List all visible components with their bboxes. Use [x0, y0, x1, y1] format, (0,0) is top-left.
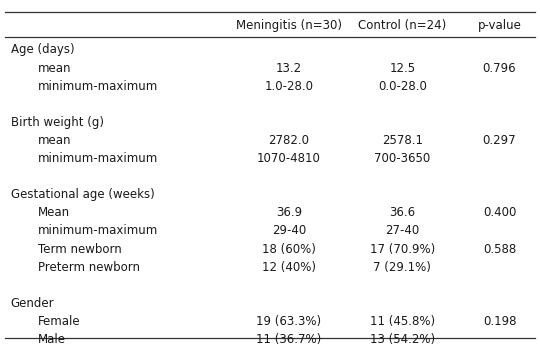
Text: 11 (36.7%): 11 (36.7%) [256, 333, 321, 346]
Text: mean: mean [38, 62, 71, 74]
Text: 7 (29.1%): 7 (29.1%) [373, 261, 431, 274]
Text: 0.0-28.0: 0.0-28.0 [378, 80, 427, 93]
Text: 1070-4810: 1070-4810 [257, 152, 321, 165]
Text: Term newborn: Term newborn [38, 243, 122, 255]
Text: Gestational age (weeks): Gestational age (weeks) [11, 188, 154, 201]
Text: 2578.1: 2578.1 [382, 134, 423, 147]
Text: 2782.0: 2782.0 [268, 134, 309, 147]
Text: Meningitis (n=30): Meningitis (n=30) [236, 19, 342, 32]
Text: 0.400: 0.400 [483, 206, 516, 219]
Text: Female: Female [38, 315, 80, 328]
Text: Control (n=24): Control (n=24) [358, 19, 447, 32]
Text: 29-40: 29-40 [272, 224, 306, 237]
Text: 36.6: 36.6 [389, 206, 415, 219]
Text: Birth weight (g): Birth weight (g) [11, 116, 104, 129]
Text: p-value: p-value [477, 19, 522, 32]
Text: 11 (45.8%): 11 (45.8%) [370, 315, 435, 328]
Text: Male: Male [38, 333, 66, 346]
Text: 700-3650: 700-3650 [374, 152, 430, 165]
Text: 13 (54.2%): 13 (54.2%) [370, 333, 435, 346]
Text: 17 (70.9%): 17 (70.9%) [370, 243, 435, 255]
Text: 27-40: 27-40 [385, 224, 420, 237]
Text: minimum-maximum: minimum-maximum [38, 80, 158, 93]
Text: 0.297: 0.297 [483, 134, 516, 147]
Text: Gender: Gender [11, 297, 55, 310]
Text: 36.9: 36.9 [276, 206, 302, 219]
Text: Mean: Mean [38, 206, 70, 219]
Text: 19 (63.3%): 19 (63.3%) [256, 315, 321, 328]
Text: mean: mean [38, 134, 71, 147]
Text: minimum-maximum: minimum-maximum [38, 152, 158, 165]
Text: Preterm newborn: Preterm newborn [38, 261, 140, 274]
Text: 1.0-28.0: 1.0-28.0 [265, 80, 313, 93]
Text: Age (days): Age (days) [11, 44, 75, 56]
Text: 18 (60%): 18 (60%) [262, 243, 316, 255]
Text: 12 (40%): 12 (40%) [262, 261, 316, 274]
Text: 0.796: 0.796 [483, 62, 516, 74]
Text: 0.198: 0.198 [483, 315, 516, 328]
Text: 13.2: 13.2 [276, 62, 302, 74]
Text: minimum-maximum: minimum-maximum [38, 224, 158, 237]
Text: 12.5: 12.5 [389, 62, 415, 74]
Text: 0.588: 0.588 [483, 243, 516, 255]
